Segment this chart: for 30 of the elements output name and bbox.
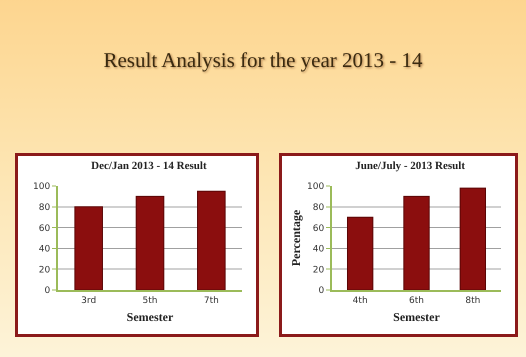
y-tick-label: 60 [312, 224, 324, 234]
bar [197, 190, 226, 290]
chart-title: June/July - 2013 Result [355, 160, 466, 172]
y-tick-label: 20 [312, 265, 324, 276]
x-tick-label: 6th [409, 296, 424, 306]
bar [74, 206, 103, 290]
y-tick-label: 40 [312, 244, 324, 255]
bar [346, 216, 374, 290]
text: Result Analysis for the year 2013 - 14 [102, 48, 424, 73]
bar [136, 196, 164, 290]
y-tick-label: 100 [307, 182, 324, 192]
bar [403, 196, 430, 290]
y-tick-label: 40 [38, 244, 50, 255]
x-tick-label: 4th [352, 296, 368, 306]
y-axis-title: Percentage [288, 209, 303, 266]
y-tick-label: 80 [312, 202, 324, 213]
y-tick-label: 80 [38, 202, 50, 213]
x-tick-label: 5th [142, 296, 158, 306]
x-axis-title: Semester [126, 310, 174, 324]
y-tick-label: 60 [38, 224, 50, 234]
y-tick-label: 20 [38, 265, 50, 276]
y-tick-label: 0 [318, 286, 324, 296]
x-tick-label: 3rd [81, 296, 96, 306]
x-axis-title: Semester [393, 310, 440, 324]
x-tick-label: 7th [204, 296, 219, 306]
y-tick-label: 100 [33, 182, 50, 192]
bar [460, 188, 486, 290]
y-tick-label: 0 [44, 286, 50, 296]
chart-title: Dec/Jan 2013 - 14 Result [91, 160, 207, 172]
x-tick-label: 8th [465, 296, 480, 306]
